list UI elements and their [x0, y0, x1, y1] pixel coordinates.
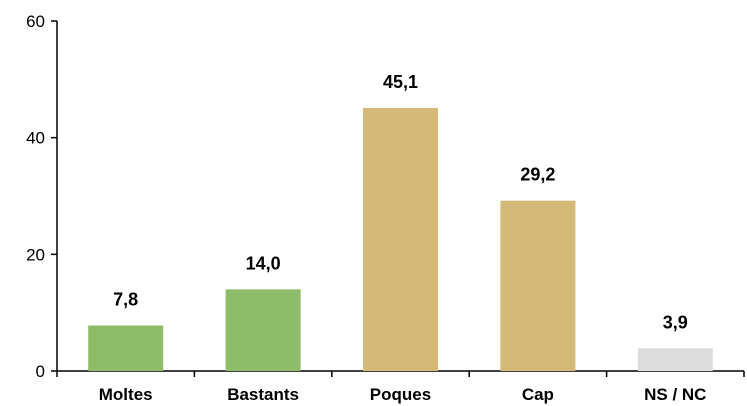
bar [88, 325, 164, 371]
category-label: Poques [370, 385, 431, 404]
bar-value-label: 3,9 [663, 312, 688, 332]
category-label: Bastants [227, 385, 299, 404]
category-label: Cap [522, 385, 554, 404]
bar [225, 289, 301, 371]
bar-value-label: 29,2 [520, 165, 555, 185]
bars [88, 107, 713, 372]
bar-value-label: 14,0 [246, 253, 281, 273]
bar [363, 107, 438, 372]
category-label: Moltes [99, 385, 153, 404]
bar-value-label: 45,1 [383, 72, 418, 92]
y-axis: 0 20 40 60 [26, 12, 58, 381]
y-tick-label: 40 [26, 129, 45, 148]
bar [637, 348, 713, 371]
x-axis: Moltes Bastants Poques Cap NS / NC [56, 370, 745, 404]
y-tick-label: 0 [36, 362, 45, 381]
bar [500, 200, 576, 371]
y-tick-label: 20 [26, 245, 45, 264]
category-label: NS / NC [644, 385, 706, 404]
bar-value-label: 7,8 [113, 290, 138, 310]
data-labels: 7,8 14,0 45,1 29,2 3,9 [113, 72, 688, 332]
y-tick-label: 60 [26, 12, 45, 31]
